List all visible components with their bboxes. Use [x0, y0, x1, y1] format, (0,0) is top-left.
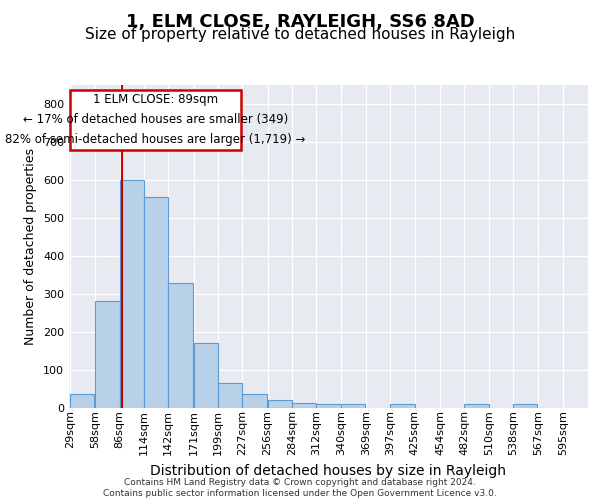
Bar: [194, 343, 218, 407]
Bar: [242, 394, 266, 407]
Bar: [144, 197, 168, 408]
X-axis label: Distribution of detached houses by size in Rayleigh: Distribution of detached houses by size …: [151, 464, 506, 477]
Bar: [218, 383, 242, 407]
Bar: [316, 404, 341, 407]
Text: Size of property relative to detached houses in Rayleigh: Size of property relative to detached ho…: [85, 28, 515, 42]
Bar: [464, 404, 489, 407]
Bar: [70, 394, 94, 407]
Text: 1, ELM CLOSE, RAYLEIGH, SS6 8AD: 1, ELM CLOSE, RAYLEIGH, SS6 8AD: [125, 12, 475, 30]
FancyBboxPatch shape: [70, 90, 241, 150]
Bar: [292, 403, 316, 407]
Y-axis label: Number of detached properties: Number of detached properties: [25, 148, 37, 345]
Bar: [119, 180, 144, 408]
Bar: [168, 283, 193, 408]
Bar: [268, 400, 292, 407]
Bar: [391, 404, 415, 407]
Bar: [95, 302, 119, 408]
Text: Contains HM Land Registry data © Crown copyright and database right 2024.
Contai: Contains HM Land Registry data © Crown c…: [103, 478, 497, 498]
Text: 1 ELM CLOSE: 89sqm
← 17% of detached houses are smaller (349)
82% of semi-detach: 1 ELM CLOSE: 89sqm ← 17% of detached hou…: [5, 94, 306, 146]
Bar: [513, 404, 538, 407]
Bar: [341, 404, 365, 407]
